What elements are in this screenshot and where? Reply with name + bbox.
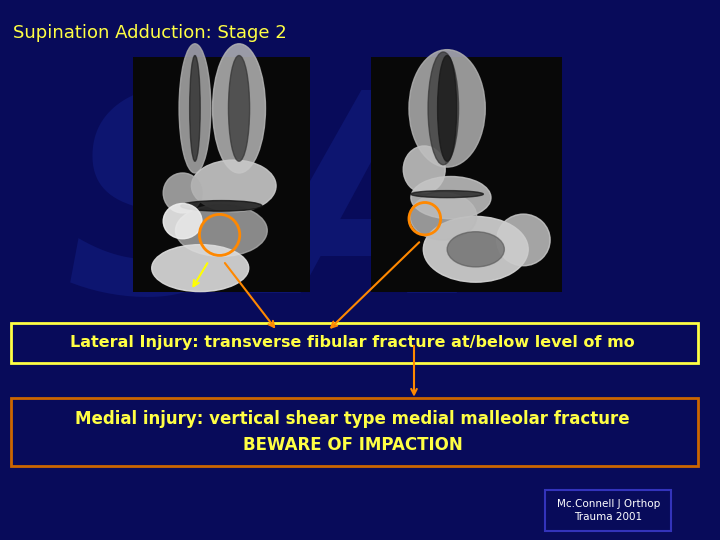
FancyBboxPatch shape (11, 322, 698, 363)
Text: Mc.Connell J Orthop: Mc.Connell J Orthop (557, 499, 660, 509)
Ellipse shape (409, 50, 485, 167)
Ellipse shape (181, 200, 262, 211)
Text: Medial injury: vertical shear type medial malleolar fracture: Medial injury: vertical shear type media… (76, 409, 630, 428)
Ellipse shape (228, 56, 250, 161)
Ellipse shape (411, 177, 491, 219)
Ellipse shape (410, 193, 477, 240)
Text: BEWARE OF IMPACTION: BEWARE OF IMPACTION (243, 436, 463, 455)
Text: Trauma 2001: Trauma 2001 (575, 512, 642, 522)
Ellipse shape (403, 146, 445, 193)
Ellipse shape (176, 205, 267, 256)
Ellipse shape (179, 44, 211, 173)
Ellipse shape (447, 232, 505, 267)
Ellipse shape (411, 191, 483, 198)
Ellipse shape (152, 245, 248, 292)
Ellipse shape (423, 217, 528, 282)
Text: SA: SA (66, 81, 481, 351)
Ellipse shape (212, 44, 266, 173)
Ellipse shape (497, 214, 550, 266)
Ellipse shape (438, 56, 456, 161)
FancyBboxPatch shape (133, 57, 310, 292)
FancyBboxPatch shape (11, 399, 698, 465)
Text: Supination Adduction: Stage 2: Supination Adduction: Stage 2 (13, 24, 287, 42)
Ellipse shape (189, 56, 200, 161)
FancyBboxPatch shape (371, 57, 562, 292)
Ellipse shape (192, 160, 276, 212)
Ellipse shape (163, 204, 202, 239)
FancyBboxPatch shape (546, 490, 671, 530)
Ellipse shape (163, 173, 202, 213)
Ellipse shape (428, 52, 459, 165)
Text: Lateral Injury: transverse fibular fracture at/below level of mo: Lateral Injury: transverse fibular fract… (71, 335, 635, 350)
